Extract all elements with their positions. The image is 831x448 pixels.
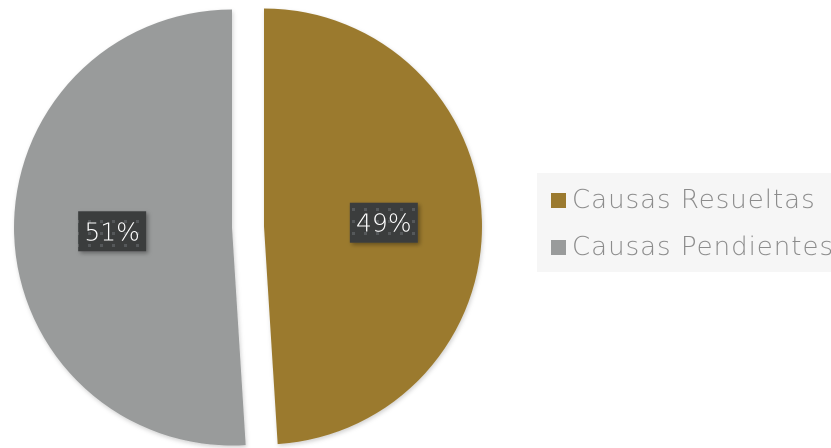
legend: Causas Resueltas Causas Pendientes <box>537 173 831 272</box>
data-label-text: 51% <box>84 217 140 246</box>
legend-label-resueltas: Causas Resueltas <box>572 185 816 215</box>
legend-swatch-resueltas <box>551 192 566 208</box>
legend-item-resueltas: Causas Resueltas <box>537 185 831 215</box>
data-label-box <box>349 202 418 243</box>
legend-swatch-pendientes <box>551 239 566 255</box>
data-label-box <box>78 211 147 252</box>
data-label-causas-pendientes: 51% <box>78 211 147 252</box>
legend-label-pendientes: Causas Pendientes <box>572 232 831 262</box>
data-label-causas-resueltas: 49% <box>349 202 418 243</box>
data-label-text: 49% <box>356 209 412 238</box>
legend-item-pendientes: Causas Pendientes <box>537 232 831 262</box>
